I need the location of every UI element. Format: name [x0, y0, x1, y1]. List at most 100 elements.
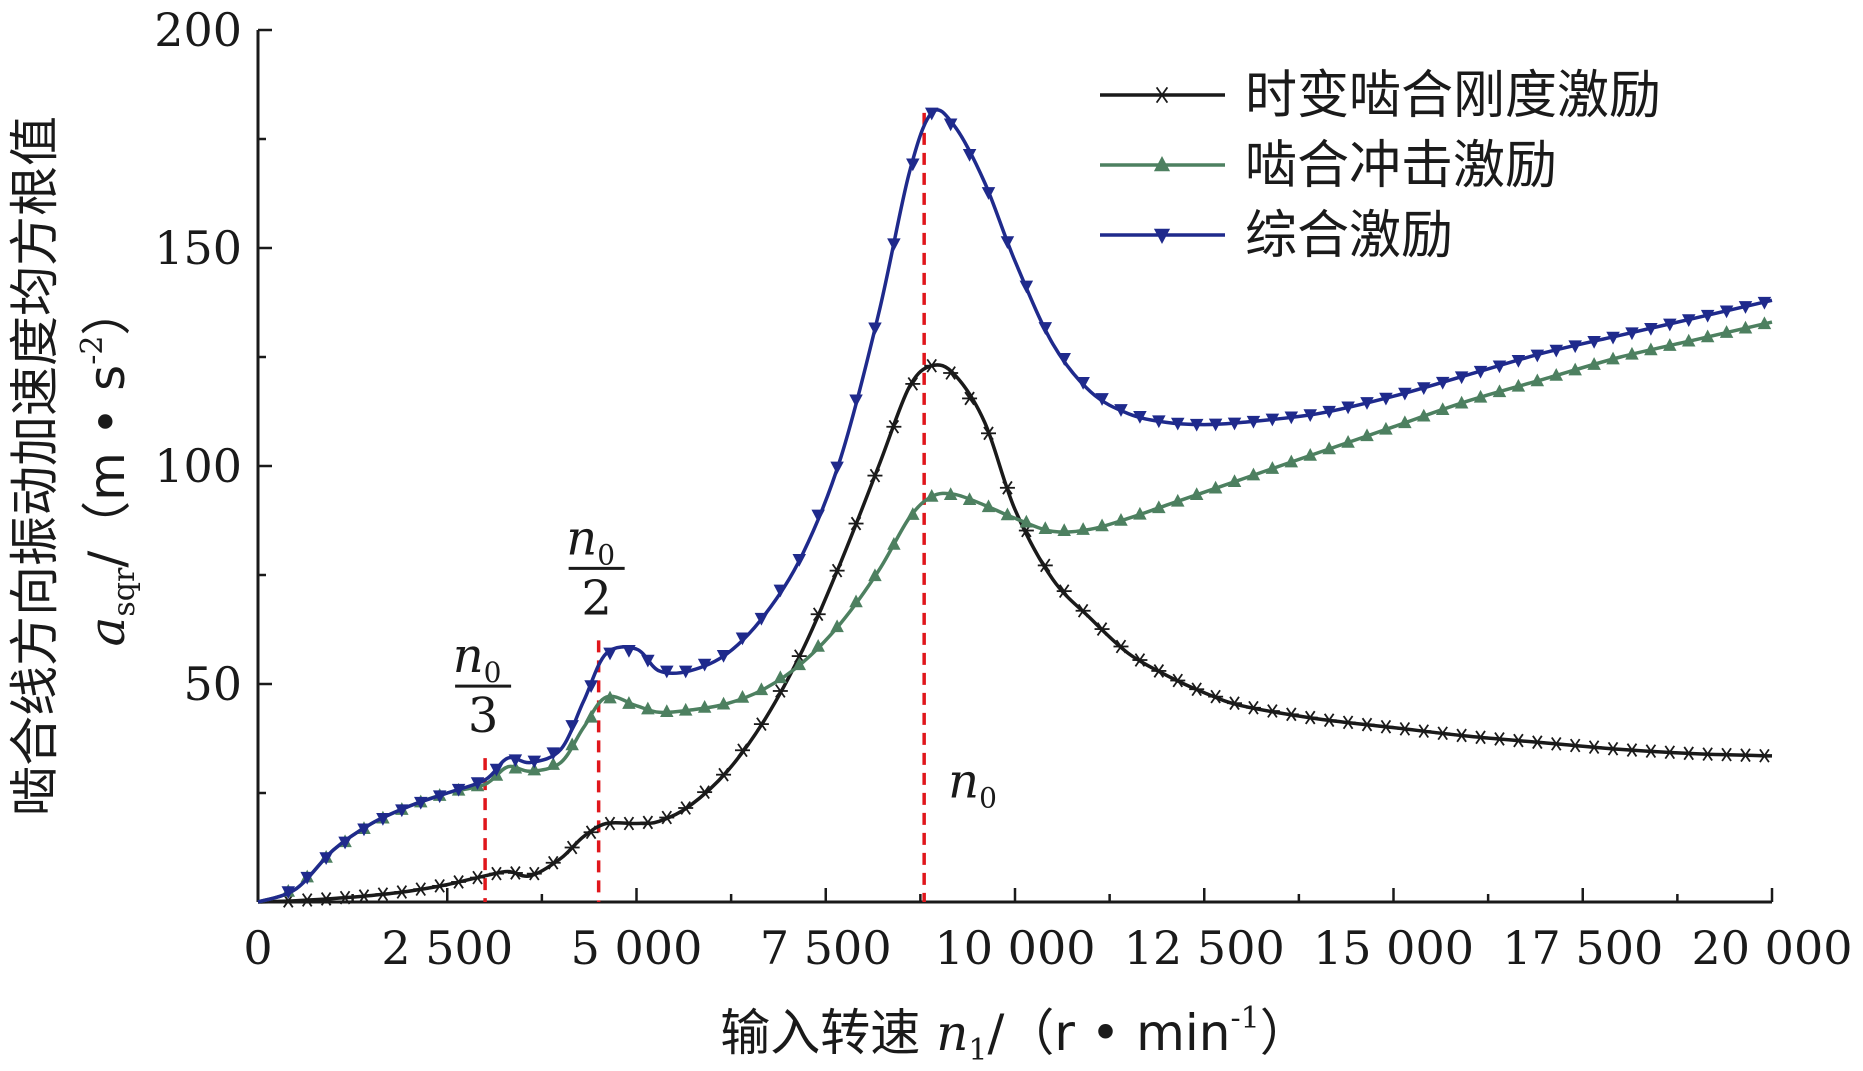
marker-stroke	[491, 866, 502, 881]
data-point	[1568, 340, 1582, 354]
data-point	[1644, 322, 1658, 336]
reference-lines-layer	[483, 112, 926, 902]
data-point	[773, 584, 788, 598]
data-point	[1757, 296, 1772, 310]
data-point	[1700, 309, 1715, 323]
data-point	[1454, 371, 1469, 385]
data-point	[1529, 735, 1545, 750]
data-point	[924, 489, 939, 502]
data-point	[451, 875, 467, 889]
data-point	[678, 665, 693, 679]
x-axis-title-var-sub: 1	[968, 1033, 987, 1066]
data-point	[1662, 745, 1678, 760]
marker-stroke	[1702, 747, 1713, 761]
data-point	[811, 509, 825, 523]
peak-annotation-sub: 0	[979, 781, 997, 814]
data-point	[375, 887, 391, 902]
data-point	[1606, 331, 1620, 345]
peak-annotation-var: n	[948, 753, 979, 809]
data-point	[1019, 280, 1034, 294]
data-point	[1435, 726, 1451, 741]
data-point	[1037, 558, 1053, 573]
data-point	[811, 639, 825, 652]
data-point	[507, 866, 523, 880]
data-point	[1379, 392, 1393, 406]
data-point	[697, 785, 713, 800]
series-layer	[257, 107, 1773, 908]
data-point	[1245, 700, 1261, 715]
data-point	[1170, 673, 1186, 688]
data-point	[1473, 365, 1488, 379]
data-point	[1738, 301, 1753, 314]
data-point	[394, 885, 410, 899]
data-point	[1625, 346, 1639, 360]
marker-stroke	[775, 684, 786, 698]
data-point	[1057, 353, 1071, 366]
data-point	[981, 499, 996, 513]
data-point	[1038, 322, 1053, 335]
data-point	[981, 426, 997, 441]
marker-stroke	[926, 358, 937, 373]
data-point	[1454, 395, 1469, 409]
data-point	[1398, 415, 1412, 429]
data-point	[1700, 747, 1716, 761]
marker-stroke	[964, 391, 975, 406]
marker-stroke	[1607, 741, 1619, 756]
data-point	[1719, 747, 1735, 762]
fraction-numerator-sub: 0	[597, 538, 615, 571]
data-point	[1397, 722, 1413, 736]
data-point	[526, 866, 542, 881]
x-tick-label: 5 000	[571, 921, 703, 975]
data-point	[772, 684, 788, 698]
marker-stroke	[1096, 622, 1108, 636]
marker-stroke	[604, 816, 616, 831]
marker-stroke	[1380, 719, 1392, 734]
marker-stroke	[1040, 558, 1051, 573]
fraction-numerator-var: n	[453, 628, 484, 684]
data-point	[432, 878, 448, 893]
legend-item: 时变啮合刚度激励	[1100, 66, 1661, 126]
data-point	[1417, 408, 1431, 422]
x-tick-label: 20 000	[1692, 921, 1853, 975]
data-point	[488, 866, 504, 881]
x-axis-title: 输入转速 n1/（r • min-1）	[720, 1001, 1309, 1066]
data-point	[1530, 373, 1545, 387]
data-point	[603, 690, 617, 704]
data-point	[564, 840, 580, 855]
data-point	[905, 376, 921, 391]
y-tick-label: 200	[154, 3, 242, 57]
data-point	[546, 757, 560, 770]
fraction-denominator: 2	[581, 570, 612, 626]
marker-stroke	[907, 376, 919, 391]
marker-stroke	[547, 855, 559, 870]
fraction-numerator: n0	[453, 628, 502, 689]
data-point	[1492, 384, 1507, 398]
data-point	[603, 647, 617, 661]
marker-stroke	[1645, 744, 1657, 759]
data-point	[584, 709, 598, 723]
data-point	[1378, 719, 1394, 734]
data-point	[489, 763, 504, 777]
data-point	[678, 801, 694, 815]
data-point	[1587, 336, 1601, 349]
data-point	[753, 717, 769, 732]
marker-stroke	[1740, 748, 1751, 763]
data-point	[1681, 314, 1696, 328]
marker-stroke	[1058, 584, 1070, 599]
marker-stroke	[339, 890, 351, 905]
marker-stroke	[661, 810, 673, 825]
data-point	[943, 118, 958, 132]
series-3	[257, 107, 1773, 904]
data-point	[1379, 421, 1393, 435]
data-point	[1322, 405, 1336, 419]
marker-stroke	[756, 717, 767, 732]
marker-stroke	[1155, 86, 1169, 104]
marker-stroke	[453, 875, 464, 889]
marker-stroke	[1323, 713, 1335, 728]
data-point	[602, 816, 618, 831]
data-point	[810, 607, 826, 622]
data-point	[1341, 401, 1355, 415]
